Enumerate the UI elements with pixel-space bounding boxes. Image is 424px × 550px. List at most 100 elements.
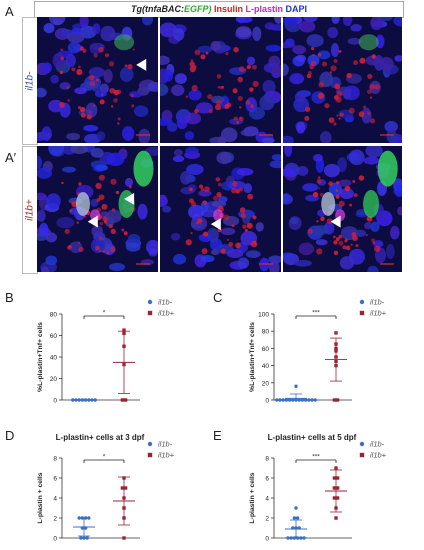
- panel-letter-a: A: [5, 4, 14, 19]
- micrograph-r2-merged: [37, 146, 158, 272]
- y-tick-label: 6: [53, 476, 57, 483]
- y-tick-label: 60: [50, 333, 58, 340]
- legend-marker-il1b-minus: [147, 441, 153, 447]
- data-point-il1b-minus: [300, 398, 305, 402]
- panel-letter-e: E: [213, 428, 222, 443]
- legend-marker-il1b-plus: [147, 310, 153, 316]
- data-point-il1b-plus: [123, 486, 128, 490]
- data-point-il1b-plus: [123, 398, 128, 402]
- data-point-il1b-minus: [302, 536, 306, 540]
- stain-legend-header: Tg(tnfaBAC:EGFP) Insulin L-plastin DAPI: [34, 1, 404, 18]
- data-point-il1b-plus: [335, 496, 340, 500]
- data-point-il1b-plus: [335, 486, 340, 490]
- data-point-il1b-minus: [313, 398, 317, 402]
- significance-stars: *: [103, 310, 106, 317]
- header-part-2: Insulin: [211, 4, 243, 14]
- data-point-il1b-plus: [120, 486, 125, 490]
- data-point-il1b-plus: [332, 476, 337, 480]
- y-tick-label: 100: [258, 312, 269, 319]
- scatter-chart-b: 0 20 40 60 80 %L-plastin+Tnf+ cells * il1b-il1b…: [37, 298, 175, 405]
- legend-label: il1b+: [370, 451, 387, 460]
- row-label-il1b-plus: il1b+: [22, 146, 38, 274]
- arrowhead-icon: [210, 218, 221, 231]
- data-point-il1b-plus: [335, 476, 340, 480]
- micrograph-r2-combined: [283, 146, 402, 272]
- legend-label: il1b+: [370, 309, 387, 318]
- y-tick-label: 20: [262, 380, 270, 387]
- micrograph-r1-merged: [37, 17, 158, 143]
- y-tick-label: 6: [265, 476, 269, 483]
- row-label-il1b-minus: il1b-: [22, 17, 38, 145]
- micrograph-r1-c1: [37, 17, 158, 143]
- header-part-1: EGFP): [183, 4, 212, 14]
- y-tick-label: 40: [262, 363, 270, 370]
- y-tick-label: 8: [265, 456, 269, 463]
- scatter-chart-d: L-plastin+ cells at 3 dpf 0 2 4 6 8 L-plastin …: [37, 433, 175, 543]
- y-tick-label: 2: [265, 516, 269, 523]
- legend-label: il1b-: [370, 298, 385, 307]
- data-point-il1b-minus: [284, 398, 289, 402]
- legend-label: il1b-: [370, 440, 385, 449]
- micrograph-r1-combined: [283, 17, 402, 143]
- y-axis-label: L-plastin + cells: [249, 472, 256, 523]
- data-point-il1b-minus: [307, 398, 311, 402]
- chart-title: L-plastin+ cells at 5 dpf: [268, 433, 357, 442]
- data-point-il1b-minus: [294, 384, 298, 388]
- y-axis-label: L-plastin + cells: [37, 472, 44, 523]
- y-tick-label: 0: [265, 536, 269, 543]
- significance-stars: ***: [312, 454, 320, 461]
- data-point-il1b-minus: [71, 398, 75, 402]
- y-tick-label: 2: [53, 516, 57, 523]
- legend-marker-il1b-minus: [359, 441, 365, 447]
- micrograph-r2-insulin-lplastin: [160, 146, 281, 272]
- arrowhead-icon: [87, 215, 98, 228]
- data-point-il1b-minus: [93, 398, 97, 402]
- data-point-il1b-minus: [85, 536, 89, 540]
- y-axis-label: %L-plastin+Tnf+ cells: [249, 322, 256, 392]
- panel-letter-c: C: [213, 290, 223, 305]
- legend-label: il1b+: [158, 309, 175, 318]
- data-point-il1b-plus: [120, 398, 125, 402]
- data-point-il1b-minus: [79, 536, 83, 540]
- legend-label: il1b+: [158, 451, 175, 460]
- legend-marker-il1b-minus: [359, 299, 365, 305]
- header-part-0: Tg(tnfaBAC:: [130, 4, 184, 14]
- y-tick-label: 40: [50, 355, 58, 362]
- significance-stars: ***: [312, 310, 320, 317]
- panel-letter-b: B: [5, 290, 14, 305]
- legend-marker-il1b-plus: [147, 452, 153, 458]
- data-point-il1b-minus: [310, 398, 314, 402]
- y-tick-label: 0: [53, 398, 57, 405]
- scatter-chart-c: 0 20 40 60 80 100%L-plastin+Tnf+ cells *** il1b…: [249, 298, 387, 405]
- legend-label: il1b-: [158, 440, 173, 449]
- y-tick-label: 0: [265, 398, 269, 405]
- data-point-il1b-plus: [332, 496, 337, 500]
- panel-letter-d: D: [5, 428, 15, 443]
- legend-label: il1b-: [158, 298, 173, 307]
- data-point-il1b-plus: [334, 331, 338, 335]
- legend-marker-il1b-plus: [359, 310, 365, 316]
- legend-marker-il1b-minus: [147, 299, 153, 305]
- significance-stars: *: [103, 454, 106, 461]
- data-point-il1b-plus: [122, 328, 126, 332]
- arrowhead-icon: [124, 192, 135, 205]
- y-axis-label: %L-plastin+Tnf+ cells: [37, 322, 44, 392]
- data-point-il1b-plus: [122, 536, 126, 540]
- data-point-il1b-minus: [294, 506, 298, 510]
- arrowhead-icon: [136, 58, 147, 71]
- panel-letter-a-prime: A′: [5, 150, 17, 165]
- y-tick-label: 8: [53, 456, 57, 463]
- data-point-il1b-minus: [303, 398, 308, 402]
- legend-marker-il1b-plus: [359, 452, 365, 458]
- data-point-il1b-minus: [275, 398, 279, 402]
- y-tick-label: 0: [53, 536, 57, 543]
- header-part-4: DAPI: [283, 4, 308, 14]
- y-tick-label: 80: [50, 312, 58, 319]
- data-point-il1b-minus: [286, 536, 290, 540]
- data-point-il1b-minus: [295, 516, 300, 520]
- row-label-il1b-plus-text: il1b+: [24, 199, 36, 221]
- data-point-il1b-plus: [334, 466, 338, 470]
- data-point-il1b-plus: [334, 516, 338, 520]
- header-part-3: L-plastin: [243, 4, 284, 14]
- y-tick-label: 4: [53, 496, 57, 503]
